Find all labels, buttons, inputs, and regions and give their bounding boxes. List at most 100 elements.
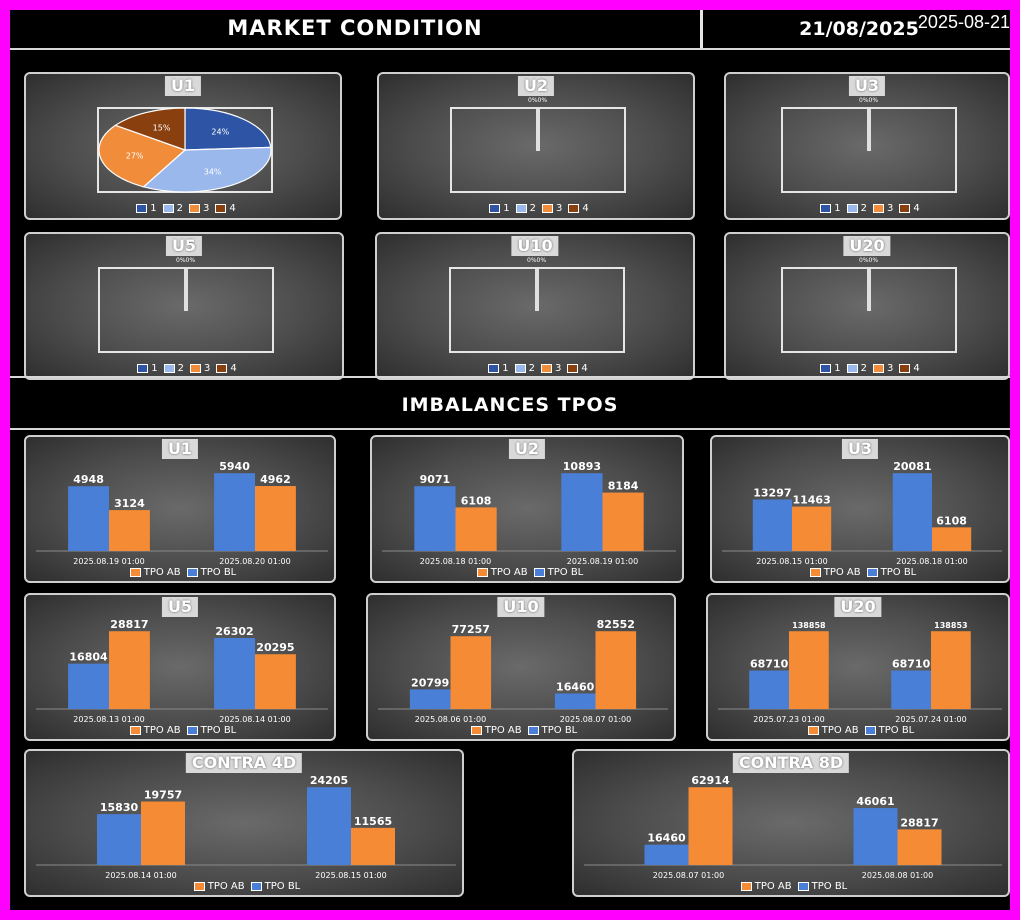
bar-panel: U3 13297 11463 2025.08.15 01:00 20081 6108 202… xyxy=(710,435,1010,583)
legend-swatch xyxy=(809,567,821,577)
legend-label: TPO AB xyxy=(143,725,181,736)
bar-panel: U2 9071 6108 2025.08.18 01:00 10893 8184 2025.… xyxy=(370,435,684,583)
legend-label: 2 xyxy=(860,363,867,374)
pie-panel: U1 24% 34% 27% 15% 1 2 3 4 xyxy=(24,72,342,220)
x-tick-label: 2025.08.15 01:00 xyxy=(756,557,827,566)
bar xyxy=(931,631,971,709)
legend-swatch xyxy=(820,363,832,373)
legend-swatch xyxy=(541,363,552,373)
legend-swatch xyxy=(129,725,141,735)
bar-value-label: 11565 xyxy=(354,815,392,828)
bar xyxy=(789,631,829,709)
dashboard-title: MARKET CONDITION xyxy=(227,16,483,40)
empty-pie-label: 0%0% xyxy=(859,97,879,104)
legend-label: 3 xyxy=(887,203,894,214)
pie-plot-area xyxy=(98,267,274,353)
chart-legend: TPO AB TPO BL xyxy=(372,567,682,578)
bar xyxy=(932,527,972,551)
chart-legend: 1 2 3 4 xyxy=(26,363,342,374)
bar-chart: 15830 19757 2025.08.14 01:00 24205 11565 2025… xyxy=(36,774,456,880)
legend-swatch xyxy=(129,567,141,577)
panel-title: U20 xyxy=(843,236,891,256)
legend-swatch xyxy=(489,203,501,213)
bar-chart: 9071 6108 2025.08.18 01:00 10893 8184 2025.08… xyxy=(382,460,676,566)
x-tick-label: 2025.07.24 01:00 xyxy=(895,715,966,724)
bar-panel: U5 16804 28817 2025.08.13 01:00 26302 20295 20… xyxy=(24,593,336,741)
pie-slice xyxy=(114,107,186,151)
legend-swatch xyxy=(568,203,580,213)
bar xyxy=(109,510,150,551)
bar-value-label: 15830 xyxy=(100,801,139,814)
legend-label: 1 xyxy=(150,203,157,214)
bar-value-label: 3124 xyxy=(114,497,145,510)
chart-legend: TPO AB TPO BL xyxy=(26,881,462,892)
empty-pie-label: 0%0% xyxy=(527,257,547,264)
section-divider xyxy=(10,428,1010,430)
legend-swatch xyxy=(864,725,876,735)
bar xyxy=(752,499,792,551)
pie-panel: U2 0%0% 1 2 3 4 xyxy=(377,72,695,220)
empty-pie-marker xyxy=(867,269,871,311)
bar xyxy=(595,631,637,709)
bar xyxy=(109,631,150,709)
legend-swatch xyxy=(515,203,527,213)
legend-swatch xyxy=(476,567,488,577)
x-tick-label: 2025.08.06 01:00 xyxy=(415,715,486,724)
x-tick-label: 2025.07.23 01:00 xyxy=(753,715,824,724)
legend-swatch xyxy=(873,363,884,373)
legend-label: TPO AB xyxy=(484,725,522,736)
legend-swatch xyxy=(470,725,482,735)
legend-label: TPO BL xyxy=(200,567,237,578)
bar xyxy=(307,787,351,865)
x-tick-label: 2025.08.20 01:00 xyxy=(219,557,290,566)
bar-value-label: 10893 xyxy=(563,460,601,473)
legend-label: 4 xyxy=(582,203,589,214)
legend-label: 3 xyxy=(203,203,210,214)
bar-value-label: 77257 xyxy=(452,623,490,636)
bar xyxy=(554,693,596,709)
legend-swatch xyxy=(137,363,149,373)
legend-label: 1 xyxy=(151,363,158,374)
bar-chart: 68710 138858 2025.07.23 01:00 68710 138853 20… xyxy=(718,621,1002,724)
bar-value-label: 11463 xyxy=(792,494,830,507)
legend-swatch xyxy=(807,725,819,735)
bar-value-label: 16460 xyxy=(647,832,686,845)
legend-swatch xyxy=(846,203,858,213)
bar-value-label: 68710 xyxy=(750,658,789,671)
legend-swatch xyxy=(215,203,227,213)
bar-chart: 16460 62914 2025.08.07 01:00 46061 28817 2025… xyxy=(584,774,1002,880)
legend-label: TPO BL xyxy=(264,881,301,892)
bar-panel: U1 4948 3124 2025.08.19 01:00 5940 4962 2025.0… xyxy=(24,435,336,583)
pie-slice-label: 24% xyxy=(211,128,229,137)
legend-swatch xyxy=(527,725,539,735)
bar-chart: 20799 77257 2025.08.06 01:00 16460 82552 2025… xyxy=(378,618,668,724)
empty-pie-label: 0%0% xyxy=(528,97,548,104)
bar-value-label: 138853 xyxy=(934,621,967,630)
header-divider xyxy=(700,10,703,48)
bar-value-label: 24205 xyxy=(310,774,348,787)
legend-label: 1 xyxy=(503,203,510,214)
legend-label: TPO BL xyxy=(880,567,917,578)
legend-label: 4 xyxy=(229,203,236,214)
bar xyxy=(97,814,141,865)
x-tick-label: 2025.08.19 01:00 xyxy=(567,557,638,566)
legend-swatch xyxy=(163,363,175,373)
pie-slice xyxy=(184,107,272,151)
empty-pie-marker xyxy=(867,109,871,151)
pie-slice-label: 34% xyxy=(204,167,222,176)
legend-label: TPO BL xyxy=(547,567,584,578)
legend-swatch xyxy=(567,363,579,373)
bar xyxy=(892,473,932,551)
legend-label: 2 xyxy=(860,203,867,214)
x-tick-label: 2025.08.13 01:00 xyxy=(73,715,144,724)
bar xyxy=(141,801,185,865)
bar xyxy=(749,670,789,709)
bar-value-label: 19757 xyxy=(144,789,182,802)
bar-value-label: 82552 xyxy=(597,618,635,631)
chart-legend: TPO AB TPO BL xyxy=(26,567,334,578)
bar xyxy=(688,787,733,865)
bar-value-label: 16460 xyxy=(556,680,595,693)
x-tick-label: 2025.08.19 01:00 xyxy=(73,557,144,566)
x-tick-label: 2025.08.07 01:00 xyxy=(653,871,724,880)
pie-slice xyxy=(98,124,187,188)
